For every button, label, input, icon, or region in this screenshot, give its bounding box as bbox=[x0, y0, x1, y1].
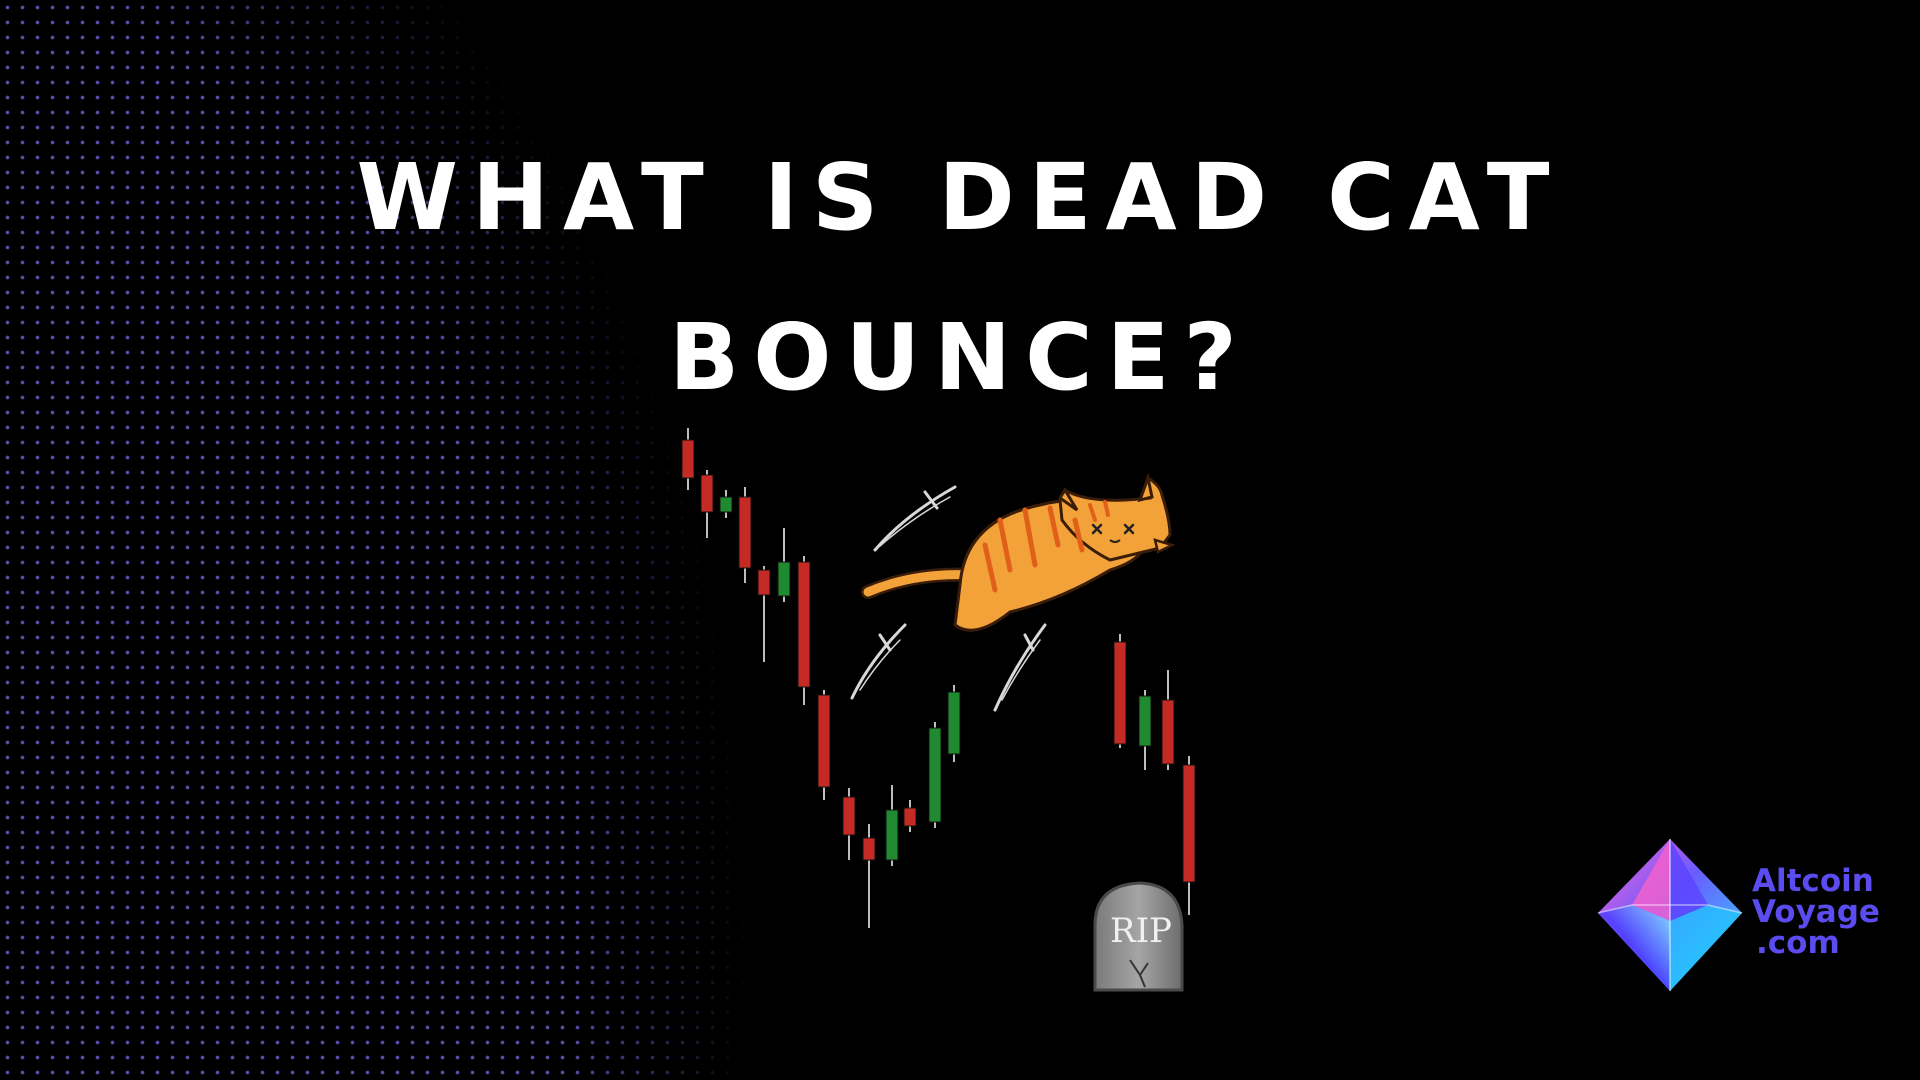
page-title: WHAT IS DEAD CAT BOUNCE? bbox=[260, 118, 1660, 438]
candle-body bbox=[757, 569, 771, 596]
candle-body bbox=[1161, 699, 1175, 765]
candle-body bbox=[817, 694, 831, 788]
brand-line-2: Voyage bbox=[1752, 894, 1880, 930]
altcoin-voyage-logo-icon bbox=[1597, 839, 1743, 991]
candle-body bbox=[862, 837, 876, 861]
candle-body bbox=[947, 691, 961, 755]
candle-body bbox=[885, 809, 899, 861]
candle-body bbox=[738, 496, 752, 569]
candle-body bbox=[777, 561, 791, 597]
candle-body bbox=[1182, 764, 1196, 883]
tombstone: RIP bbox=[1093, 881, 1184, 992]
title-line-2: BOUNCE? bbox=[669, 304, 1251, 411]
brand-line-1: Altcoin bbox=[1752, 863, 1874, 899]
candle-body bbox=[928, 727, 942, 823]
candle-body bbox=[681, 439, 695, 479]
candle-body bbox=[797, 561, 811, 688]
candle-body bbox=[700, 474, 714, 513]
candlestick-chart bbox=[681, 428, 1196, 928]
candle-body bbox=[719, 496, 733, 513]
title-line-1: WHAT IS DEAD CAT bbox=[356, 144, 1564, 251]
candle-body bbox=[1138, 695, 1152, 747]
brand-line-3: .com bbox=[1756, 925, 1840, 961]
candle-body bbox=[1113, 641, 1127, 745]
tombstone-rip-text: RIP bbox=[1110, 911, 1172, 951]
motion-lines bbox=[850, 485, 1047, 712]
candle-body bbox=[842, 796, 856, 836]
candle-body bbox=[903, 807, 917, 827]
brand-wordmark: Altcoin Voyage .com bbox=[1752, 866, 1880, 959]
cat-figure bbox=[861, 472, 1176, 632]
